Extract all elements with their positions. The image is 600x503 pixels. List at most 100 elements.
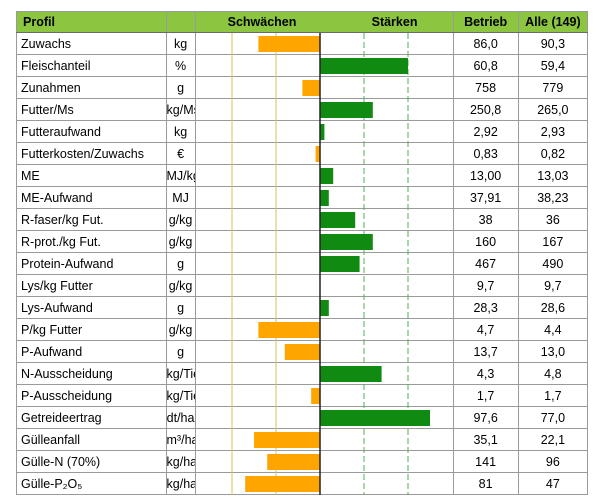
row-bar-cell [194, 340, 454, 363]
row-label: Zunahmen [16, 76, 167, 99]
row-bar-cell [194, 296, 454, 319]
row-betrieb: 38 [452, 208, 519, 231]
row-alle: 22,1 [517, 428, 589, 451]
row-alle: 4,8 [517, 362, 589, 385]
row-betrieb: 467 [452, 252, 519, 275]
row-unit: m³/ha [165, 428, 196, 451]
header-profil: Profil [16, 11, 167, 33]
row-label: P-Aufwand [16, 340, 167, 363]
row-bar-cell [194, 252, 454, 275]
row-bar-cell [194, 142, 454, 165]
profile-table: Profil Schwächen Stärken Betrieb Alle (1… [16, 11, 589, 495]
row-betrieb: 97,6 [452, 406, 519, 429]
row-bar-cell [194, 186, 454, 209]
row-unit: g/kg [165, 318, 196, 341]
table-row: Lys-Aufwand g 28,3 28,6 [16, 296, 589, 319]
table-row: Fleischanteil% 60,8 59,4 [16, 54, 589, 77]
header-row: Profil Schwächen Stärken Betrieb Alle (1… [16, 11, 589, 33]
header-bar-area: Schwächen Stärken [194, 11, 454, 33]
row-unit: g [165, 76, 196, 99]
row-betrieb: 2,92 [452, 120, 519, 143]
row-unit: kg [165, 120, 196, 143]
header-unit-blank [165, 11, 196, 33]
row-bar-cell [194, 54, 454, 77]
row-label: Zuwachs [16, 32, 167, 55]
row-betrieb: 28,3 [452, 296, 519, 319]
row-alle: 1,7 [517, 384, 589, 407]
row-betrieb: 141 [452, 450, 519, 473]
row-betrieb: 13,7 [452, 340, 519, 363]
row-alle: 28,6 [517, 296, 589, 319]
table-row: Gülle-N (70%) kg/ha 141 96 [16, 450, 589, 473]
row-bar-cell [194, 76, 454, 99]
row-label: Lys/kg Futter [16, 274, 167, 297]
row-label: Lys-Aufwand [16, 296, 167, 319]
row-alle: 490 [517, 252, 589, 275]
row-label: Fleischanteil [16, 54, 167, 77]
row-betrieb: 81 [452, 472, 519, 495]
row-betrieb: 250,8 [452, 98, 519, 121]
row-betrieb: 758 [452, 76, 519, 99]
row-label: P-Ausscheidung [16, 384, 167, 407]
row-unit: MJ [165, 186, 196, 209]
row-label: Futter/Ms [16, 98, 167, 121]
row-alle: 47 [517, 472, 589, 495]
row-betrieb: 1,7 [452, 384, 519, 407]
row-betrieb: 4,7 [452, 318, 519, 341]
row-label: N-Ausscheidung [16, 362, 167, 385]
table-row: Zunahmen g 758 779 [16, 76, 589, 99]
row-unit: g/kg [165, 230, 196, 253]
row-unit: dt/ha [165, 406, 196, 429]
row-bar-cell [194, 406, 454, 429]
row-alle: 13,03 [517, 164, 589, 187]
table-row: Futteraufwand kg 2,92 2,93 [16, 120, 589, 143]
row-unit: kg/Tier [165, 384, 196, 407]
row-alle: 96 [517, 450, 589, 473]
row-bar-cell [194, 384, 454, 407]
table-row: R-faser/kg Fut. g/kg 38 36 [16, 208, 589, 231]
row-betrieb: 13,00 [452, 164, 519, 187]
table-row: Getreideertrag dt/ha 97,6 77,0 [16, 406, 589, 429]
row-unit: kg/Tier [165, 362, 196, 385]
row-bar-cell [194, 230, 454, 253]
header-betrieb: Betrieb [452, 11, 519, 33]
row-label: Gülle-P₂O₅ [16, 472, 167, 495]
row-unit: kg [165, 32, 196, 55]
row-bar-cell [194, 472, 454, 495]
table-row: ME-Aufwand MJ 37,91 38,23 [16, 186, 589, 209]
table-row: Futterkosten/Zuwachs €0,83 0,82 [16, 142, 589, 165]
row-label: Futteraufwand [16, 120, 167, 143]
row-bar-cell [194, 362, 454, 385]
row-alle: 4,4 [517, 318, 589, 341]
row-betrieb: 9,7 [452, 274, 519, 297]
row-unit: % [165, 54, 196, 77]
table-row: P/kg Futter g/kg 4,7 4,4 [16, 318, 589, 341]
row-betrieb: 35,1 [452, 428, 519, 451]
row-unit: g [165, 252, 196, 275]
row-bar-cell [194, 318, 454, 341]
row-betrieb: 160 [452, 230, 519, 253]
row-betrieb: 86,0 [452, 32, 519, 55]
header-alle: Alle (149) [517, 11, 589, 33]
row-unit: kg/Ms [165, 98, 196, 121]
row-unit: g [165, 340, 196, 363]
header-staerken: Stärken [371, 15, 418, 29]
table-row: Gülle-P₂O₅ kg/ha 81 47 [16, 472, 589, 495]
row-alle: 90,3 [517, 32, 589, 55]
row-unit: MJ/kg [165, 164, 196, 187]
row-label: Getreideertrag [16, 406, 167, 429]
row-alle: 38,23 [517, 186, 589, 209]
row-bar-cell [194, 164, 454, 187]
row-alle: 2,93 [517, 120, 589, 143]
row-alle: 779 [517, 76, 589, 99]
row-alle: 9,7 [517, 274, 589, 297]
row-label: Gülleanfall [16, 428, 167, 451]
table-row: P-Aufwand g 13,7 13,0 [16, 340, 589, 363]
row-unit: g/kg [165, 208, 196, 231]
row-unit: € [165, 142, 196, 165]
row-betrieb: 37,91 [452, 186, 519, 209]
